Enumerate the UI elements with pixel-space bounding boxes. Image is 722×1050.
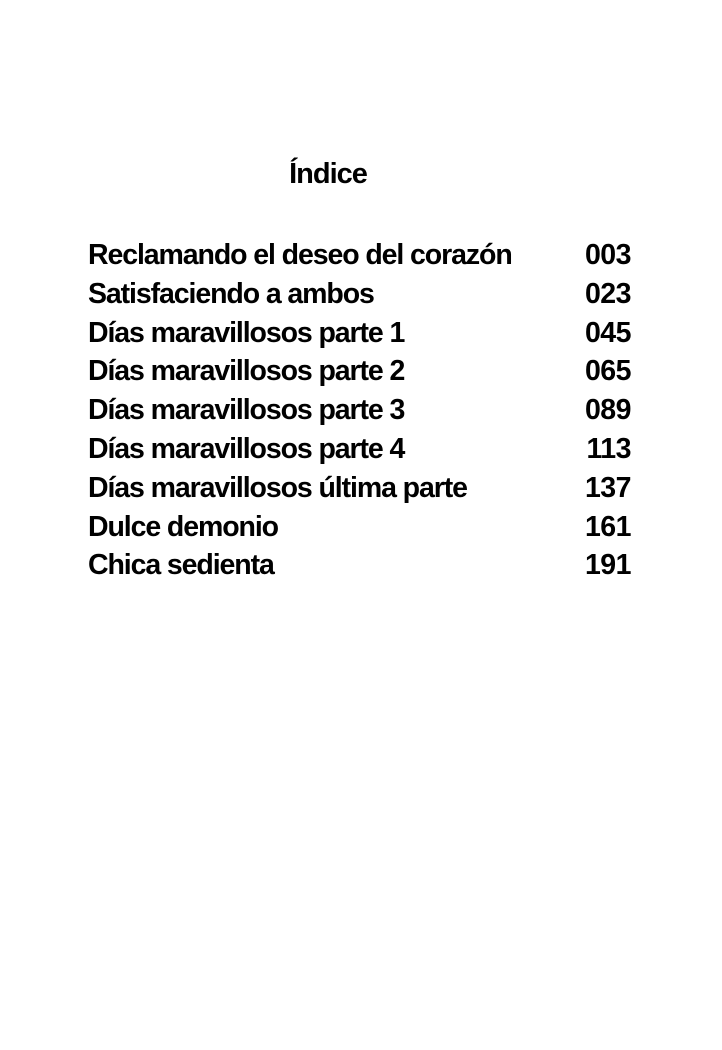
- toc-entry-page: 003: [584, 239, 632, 271]
- toc-entry: Días maravillosos parte 3 089: [88, 391, 632, 430]
- toc-entry: Días maravillosos parte 2 065: [88, 352, 632, 391]
- toc-entry-page: 137: [584, 471, 632, 504]
- toc-entry: Chica sedienta 191: [88, 546, 632, 585]
- table-of-contents: Reclamando el deseo del corazón 003 Satisf…: [88, 236, 632, 585]
- toc-entry-title: Días maravillosos parte 4: [88, 432, 405, 465]
- toc-entry-page: 023: [584, 277, 632, 310]
- toc-entry: Días maravillosos parte 1 045: [88, 314, 632, 353]
- toc-entry-page: 191: [584, 549, 632, 582]
- toc-entry: Días maravillosos parte 4 113: [88, 430, 632, 469]
- toc-entry: Satisfaciendo a ambos 023: [88, 275, 632, 314]
- toc-entry-title: Días maravillosos parte 2: [88, 355, 405, 388]
- toc-entry-title: Satisfaciendo a ambos: [88, 277, 375, 310]
- toc-entry-page: 089: [584, 394, 632, 427]
- toc-entry: Dulce demonio 161: [88, 508, 632, 547]
- toc-entry-title: Chica sedienta: [88, 549, 275, 582]
- toc-entry: Reclamando el deseo del corazón 003: [88, 236, 632, 275]
- toc-entry-page: 065: [584, 355, 632, 388]
- toc-entry-title: Días maravillosos parte 3: [88, 394, 405, 427]
- toc-entry-title: Días maravillosos parte 1: [88, 316, 405, 349]
- toc-entry-page: 161: [584, 510, 632, 543]
- toc-entry-page: 113: [586, 432, 632, 465]
- page-title: Índice: [289, 158, 368, 190]
- toc-entry-title: Días maravillosos última parte: [88, 471, 468, 504]
- toc-entry-title: Reclamando el deseo del corazón: [88, 239, 513, 271]
- toc-entry-title: Dulce demonio: [88, 510, 279, 543]
- toc-entry-page: 045: [584, 316, 632, 349]
- toc-entry: Días maravillosos última parte 137: [88, 469, 632, 508]
